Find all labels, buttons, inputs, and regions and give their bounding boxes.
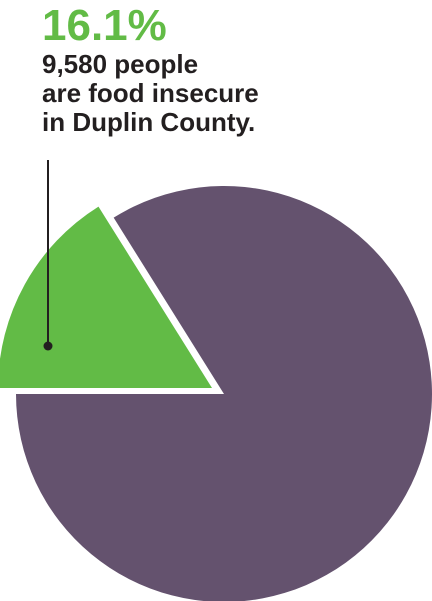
callout-line-3: in Duplin County. [42,107,256,137]
callout-line-1: 9,580 people [42,49,199,79]
pie-slices [0,186,432,601]
callout-annotation: 16.1% 9,580 people are food insecure in … [42,2,422,137]
callout-leader-dot [43,341,53,351]
pie-slice-food-insecure [0,206,212,388]
pie-slice-remainder [16,186,432,601]
callout-line-2: are food insecure [42,78,259,108]
slice-percentage-label: 16.1% [42,1,167,50]
